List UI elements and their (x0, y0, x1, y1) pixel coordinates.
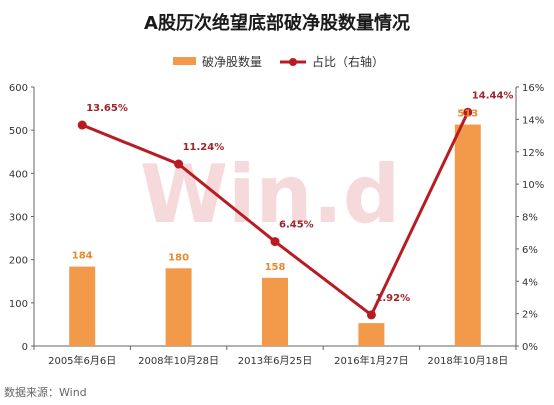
bar (69, 266, 96, 346)
right-tick-label: 4% (522, 277, 538, 288)
line-point (174, 159, 184, 169)
bar-value-label: 158 (265, 262, 286, 273)
x-tick-label: 2018年10月18日 (427, 354, 508, 367)
line-point (77, 120, 87, 130)
x-axis: 2005年6月6日 2008年10月28日 2013年6月25日 2016年1月27日… (33, 345, 517, 367)
line-point (270, 237, 280, 247)
chart-title: A股历次绝望底部破净股数量情况 (144, 12, 410, 34)
legend-bar-label: 破净股数量 (202, 54, 262, 69)
line-value-label: 14.44% (472, 90, 514, 101)
x-tick-label: 2013年6月25日 (238, 354, 313, 367)
bar (165, 268, 192, 346)
legend-bar-swatch (173, 57, 196, 65)
legend-line-label: 占比（右轴） (312, 54, 384, 69)
left-y-axis: 0 100 200 300 400 500 600 (9, 83, 35, 353)
line-value-label: 13.65% (86, 103, 128, 114)
left-tick-label: 0 (22, 342, 28, 353)
bar (358, 323, 385, 346)
right-tick-label: 16% (522, 83, 544, 94)
line-series (77, 107, 473, 320)
right-tick-label: 2% (522, 310, 538, 321)
left-tick-label: 500 (9, 126, 28, 137)
right-tick-label: 0% (522, 342, 538, 353)
line-value-label: 11.24% (183, 142, 225, 153)
bar (262, 277, 288, 346)
bar-value-label: 513 (457, 109, 478, 120)
line-value-label: 6.45% (279, 220, 314, 231)
x-tick-label: 2008年10月28日 (138, 354, 219, 367)
source-note: 数据来源：Wind (4, 385, 87, 399)
data-labels: 184 180 158 513 13.65% 11.24% 6.45% 1.92% 14.44% (72, 90, 514, 304)
left-tick-label: 400 (9, 169, 28, 180)
bar-value-label: 184 (72, 251, 93, 262)
right-tick-label: 6% (522, 245, 538, 256)
left-tick-label: 600 (9, 83, 28, 94)
right-tick-label: 10% (522, 180, 544, 191)
x-tick-label: 2016年1月27日 (334, 354, 409, 367)
line-value-label: 1.92% (375, 293, 410, 304)
legend-line-marker (289, 58, 297, 66)
right-y-axis: 0% 2% 4% 6% 8% 10% 12% 14% 16% (515, 83, 544, 353)
line-point (463, 107, 473, 117)
left-tick-label: 100 (9, 299, 28, 310)
legend: 破净股数量 占比（右轴） (173, 54, 384, 69)
watermark: Win.d (140, 148, 400, 241)
line-point (366, 310, 376, 320)
left-tick-label: 200 (9, 256, 28, 267)
left-tick-label: 300 (9, 213, 28, 224)
right-tick-label: 14% (522, 115, 544, 126)
bar-value-label: 180 (168, 252, 189, 263)
right-tick-label: 12% (522, 148, 544, 159)
right-tick-label: 8% (522, 213, 538, 224)
x-tick-label: 2005年6月6日 (48, 354, 116, 367)
bar (454, 124, 481, 347)
bar-series (69, 124, 481, 347)
